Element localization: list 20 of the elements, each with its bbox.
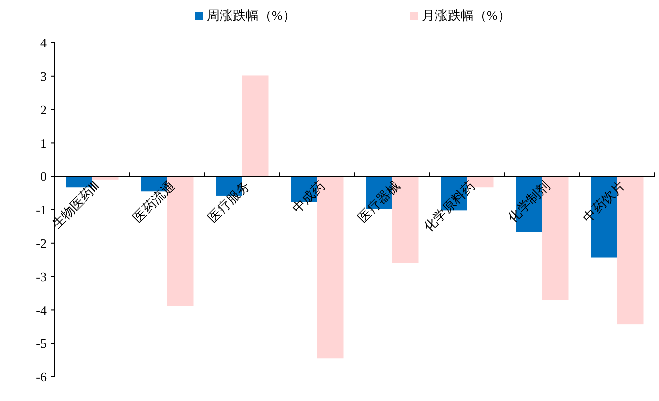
y-tick-label: -6 bbox=[36, 370, 48, 385]
x-tick-label: 中成药 bbox=[289, 178, 328, 216]
y-tick-label: 1 bbox=[40, 136, 47, 151]
y-tick-label: -1 bbox=[36, 202, 47, 218]
y-tick-label: -4 bbox=[36, 302, 48, 318]
y-tick-label: 0 bbox=[40, 169, 47, 184]
y-tick-label: -5 bbox=[36, 336, 47, 352]
x-tick-label: 医疗器械 bbox=[355, 178, 403, 226]
y-tick-label: 3 bbox=[40, 68, 47, 84]
y-tick-label: -3 bbox=[36, 269, 47, 284]
x-tick-label: 化学原料药 bbox=[421, 178, 478, 235]
x-tick-label: 化学制剂 bbox=[505, 178, 553, 226]
x-tick-label: 医药流通 bbox=[130, 178, 178, 226]
y-tick-label: 4 bbox=[40, 36, 48, 51]
x-tick-label: 医疗服务 bbox=[205, 178, 253, 226]
legend-label: 月涨跌幅（%） bbox=[422, 8, 511, 23]
y-tick-label: 2 bbox=[40, 102, 47, 118]
x-tick-label: 中药饮片 bbox=[580, 178, 628, 226]
legend-label: 周涨跌幅（%） bbox=[207, 8, 296, 23]
y-tick-label: -2 bbox=[36, 236, 47, 251]
